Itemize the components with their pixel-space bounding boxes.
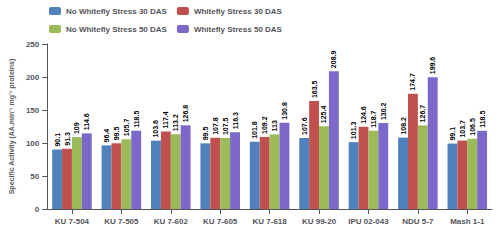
svg-text:199.6: 199.6 xyxy=(429,57,436,75)
svg-text:106.5: 106.5 xyxy=(469,118,476,136)
svg-text:0: 0 xyxy=(35,205,40,214)
svg-text:NDU 5-7: NDU 5-7 xyxy=(402,217,434,226)
svg-text:99.5: 99.5 xyxy=(202,127,209,141)
svg-text:105.7: 105.7 xyxy=(123,119,130,137)
svg-text:Whitefly Stress 50 DAS: Whitefly Stress 50 DAS xyxy=(194,25,283,34)
svg-text:KU 7-602: KU 7-602 xyxy=(154,217,189,226)
svg-text:KU 7-504: KU 7-504 xyxy=(55,217,90,226)
svg-text:113: 113 xyxy=(271,120,278,131)
svg-text:113.2: 113.2 xyxy=(172,114,179,131)
svg-text:Whitefly Stress 30 DAS: Whitefly Stress 30 DAS xyxy=(194,7,283,16)
svg-text:101.3: 101.3 xyxy=(350,122,357,140)
svg-text:109: 109 xyxy=(73,122,80,134)
svg-text:117.4: 117.4 xyxy=(162,111,169,128)
svg-text:200: 200 xyxy=(26,73,40,82)
svg-text:150: 150 xyxy=(26,106,40,115)
svg-text:109.2: 109.2 xyxy=(261,116,268,134)
svg-text:130.2: 130.2 xyxy=(380,102,387,120)
svg-text:KU 99-20: KU 99-20 xyxy=(302,217,337,226)
svg-text:126.7: 126.7 xyxy=(419,105,426,123)
svg-text:125.4: 125.4 xyxy=(320,106,327,124)
svg-text:KU 7-605: KU 7-605 xyxy=(203,217,238,226)
svg-text:90.1: 90.1 xyxy=(54,133,61,147)
svg-text:KU 7-618: KU 7-618 xyxy=(252,217,287,226)
svg-text:108.2: 108.2 xyxy=(400,117,407,135)
svg-text:118.7: 118.7 xyxy=(370,110,377,127)
svg-text:100: 100 xyxy=(26,139,40,148)
svg-text:103.6: 103.6 xyxy=(152,120,159,138)
svg-text:250: 250 xyxy=(26,40,40,49)
svg-text:114.6: 114.6 xyxy=(83,113,90,130)
svg-text:No Whitefly Stress 50 DAS: No Whitefly Stress 50 DAS xyxy=(66,25,168,34)
svg-text:163.5: 163.5 xyxy=(311,80,318,98)
svg-text:107.6: 107.6 xyxy=(301,117,308,135)
svg-text:50: 50 xyxy=(30,172,39,181)
svg-text:Mash 1-1: Mash 1-1 xyxy=(450,217,485,226)
svg-text:96.4: 96.4 xyxy=(103,129,110,143)
svg-text:Specific Activity (AA.min⁻¹ mg: Specific Activity (AA.min⁻¹ mg⁻¹ protein… xyxy=(8,59,16,195)
svg-text:No Whitefly Stress 30 DAS: No Whitefly Stress 30 DAS xyxy=(66,7,168,16)
svg-text:118.5: 118.5 xyxy=(479,111,486,128)
svg-text:116.3: 116.3 xyxy=(232,112,239,129)
svg-text:99.1: 99.1 xyxy=(449,127,456,141)
svg-text:174.7: 174.7 xyxy=(409,73,416,91)
svg-text:208.9: 208.9 xyxy=(330,51,337,69)
svg-text:KU 7-505: KU 7-505 xyxy=(104,217,139,226)
svg-text:91.3: 91.3 xyxy=(64,132,71,146)
svg-text:103.7: 103.7 xyxy=(459,120,466,138)
svg-text:99.5: 99.5 xyxy=(113,127,120,141)
svg-text:107.5: 107.5 xyxy=(222,117,229,135)
svg-text:130.8: 130.8 xyxy=(281,102,288,120)
svg-text:126.8: 126.8 xyxy=(182,105,189,123)
svg-text:107.8: 107.8 xyxy=(212,117,219,135)
svg-text:101.8: 101.8 xyxy=(251,121,258,139)
svg-text:118.5: 118.5 xyxy=(133,111,140,128)
svg-text:124.6: 124.6 xyxy=(360,106,367,124)
svg-text:IPU 02-043: IPU 02-043 xyxy=(348,217,389,226)
